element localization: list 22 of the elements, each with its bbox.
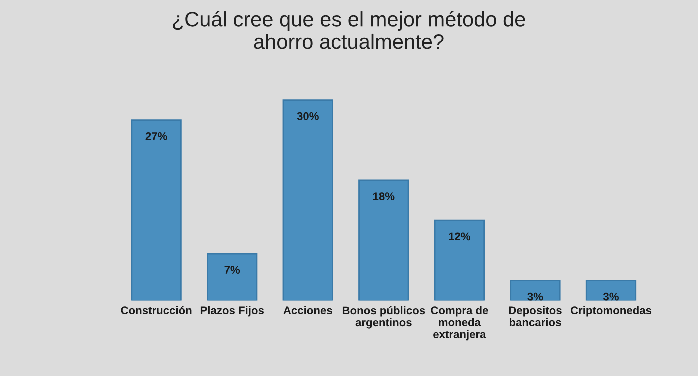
- x-tick-label: Acciones: [284, 306, 332, 315]
- x-tick-label: Compra de moneda extranjera: [431, 306, 488, 341]
- bar: [586, 280, 637, 301]
- x-tick-label: Depositos bancarios: [509, 306, 562, 326]
- bar: [510, 280, 561, 301]
- data-label: 30%: [297, 112, 319, 120]
- data-label: 12%: [449, 232, 471, 241]
- data-label: 18%: [373, 192, 395, 201]
- bar: [358, 180, 410, 301]
- data-label: 3%: [603, 292, 619, 301]
- x-tick-label: Bonos públicos argentinos: [342, 306, 426, 329]
- bar: [434, 220, 486, 301]
- data-label: 7%: [224, 266, 240, 274]
- bar: [207, 253, 258, 301]
- chart-title: ¿Cuál cree que es el mejor método de ahorro actualmente?: [173, 11, 526, 50]
- x-tick-label: Criptomonedas: [570, 306, 652, 317]
- x-tick-label: Plazos Fijos: [200, 306, 264, 317]
- data-label: 27%: [146, 132, 168, 140]
- data-label: 3%: [528, 292, 544, 301]
- bar: [131, 120, 182, 301]
- x-tick-label: Construcción: [121, 306, 192, 315]
- bar: [282, 100, 334, 301]
